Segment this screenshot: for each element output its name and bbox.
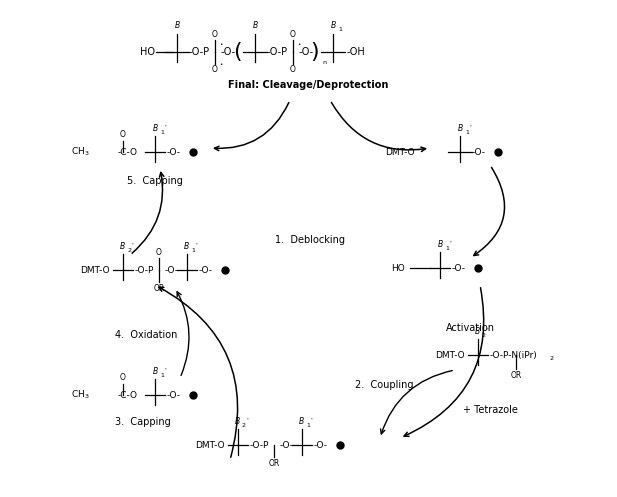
Text: O: O <box>156 248 162 257</box>
Text: 2: 2 <box>482 333 486 338</box>
Text: HO: HO <box>140 47 155 57</box>
Text: + Tetrazole: + Tetrazole <box>463 405 518 415</box>
Text: ): ) <box>311 42 320 62</box>
Text: -O-: -O- <box>452 263 466 272</box>
Text: OR: OR <box>268 459 280 468</box>
Text: HO: HO <box>391 263 405 272</box>
Text: DMT-O: DMT-O <box>80 265 110 274</box>
Text: -O-P: -O-P <box>189 47 210 57</box>
Text: O: O <box>120 130 126 139</box>
Text: B: B <box>235 417 240 426</box>
Text: ': ' <box>195 243 197 248</box>
Text: B: B <box>475 327 480 336</box>
Text: OR: OR <box>154 284 165 293</box>
Text: 1: 1 <box>160 130 164 135</box>
Text: -O-: -O- <box>221 47 236 57</box>
Text: •: • <box>219 62 222 67</box>
Text: •: • <box>297 42 300 47</box>
Text: B: B <box>120 242 125 251</box>
Text: OR: OR <box>510 371 521 380</box>
Text: DMT-O: DMT-O <box>386 148 415 157</box>
Text: -O-P: -O-P <box>267 47 288 57</box>
Text: -O-: -O- <box>199 265 213 274</box>
Text: -C-O: -C-O <box>118 148 138 157</box>
Text: -O-P: -O-P <box>250 440 270 449</box>
Text: ': ' <box>164 368 166 373</box>
Text: -C-O: -C-O <box>118 391 138 400</box>
Text: ': ' <box>486 328 488 333</box>
Text: B: B <box>438 240 443 249</box>
Text: CH$_3$: CH$_3$ <box>72 146 90 158</box>
Text: 2: 2 <box>127 248 131 253</box>
Text: Activation: Activation <box>445 323 494 333</box>
Text: O: O <box>212 30 218 39</box>
Text: O: O <box>290 65 296 74</box>
Text: 1: 1 <box>306 423 310 428</box>
Text: -OH: -OH <box>347 47 366 57</box>
Text: 2.  Coupling: 2. Coupling <box>355 380 413 390</box>
Text: 1.  Deblocking: 1. Deblocking <box>275 235 345 245</box>
Text: •: • <box>219 42 222 47</box>
Text: -O-: -O- <box>167 148 181 157</box>
Text: B: B <box>331 21 336 30</box>
Text: -O-: -O- <box>280 440 294 449</box>
Text: -O-: -O- <box>472 148 486 157</box>
Text: 1: 1 <box>191 248 195 253</box>
Text: B: B <box>153 124 158 133</box>
Text: 2: 2 <box>550 355 554 360</box>
Text: B: B <box>175 21 180 30</box>
Text: ': ' <box>164 125 166 130</box>
Text: DMT-O: DMT-O <box>436 350 465 359</box>
Text: 1: 1 <box>465 130 469 135</box>
Text: ': ' <box>469 125 471 130</box>
Text: 1: 1 <box>338 27 342 32</box>
Text: ': ' <box>246 418 248 423</box>
Text: B: B <box>252 21 258 30</box>
Text: ': ' <box>449 241 451 246</box>
Text: 1: 1 <box>445 246 449 251</box>
Text: -O-P: -O-P <box>135 265 154 274</box>
Text: (: ( <box>233 42 241 62</box>
Text: -O-: -O- <box>299 47 314 57</box>
Text: 5.  Capping: 5. Capping <box>127 176 183 186</box>
Text: ': ' <box>310 418 312 423</box>
Text: B: B <box>153 367 158 376</box>
Text: O: O <box>212 65 218 74</box>
Text: Final: Cleavage/Deprotection: Final: Cleavage/Deprotection <box>228 80 388 90</box>
Text: -O-: -O- <box>165 265 179 274</box>
Text: -O-: -O- <box>314 440 328 449</box>
Text: DMT-O: DMT-O <box>196 440 225 449</box>
Text: ': ' <box>131 243 133 248</box>
Text: 3.  Capping: 3. Capping <box>115 417 171 427</box>
Text: B: B <box>184 242 189 251</box>
Text: CH$_3$: CH$_3$ <box>72 389 90 401</box>
Text: B: B <box>458 124 463 133</box>
Text: 1: 1 <box>160 373 164 378</box>
Text: -O-P-N(iPr): -O-P-N(iPr) <box>490 350 538 359</box>
Text: -O-: -O- <box>167 391 181 400</box>
Text: n: n <box>322 60 326 65</box>
Text: O: O <box>120 373 126 382</box>
Text: O: O <box>290 30 296 39</box>
Text: B: B <box>299 417 304 426</box>
Text: 2: 2 <box>242 423 246 428</box>
Text: 4.  Oxidation: 4. Oxidation <box>115 330 177 340</box>
